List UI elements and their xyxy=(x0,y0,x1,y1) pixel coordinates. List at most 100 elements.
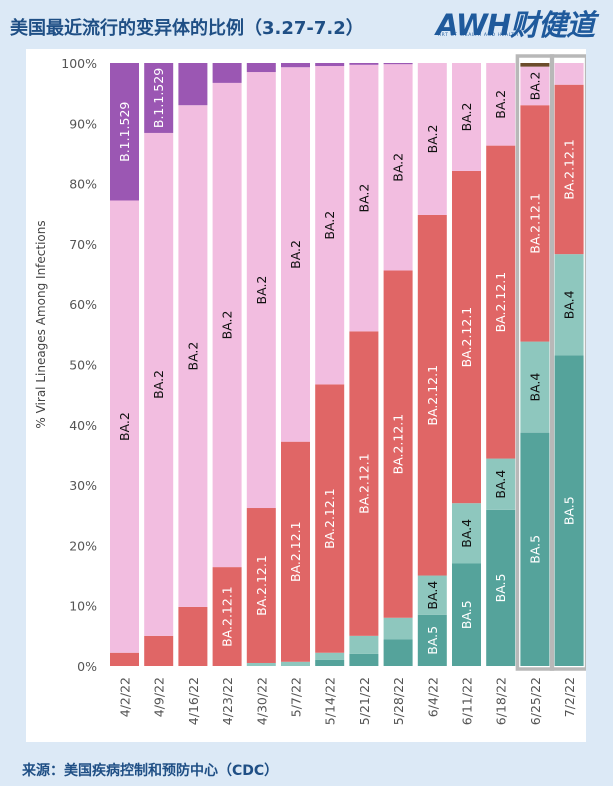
bar-label: B.1.1.529 xyxy=(151,68,166,128)
bar-label: BA.2 xyxy=(356,184,371,213)
x-tick-label: 4/2/22 xyxy=(118,677,133,717)
bar-segment xyxy=(315,66,345,385)
bar-segment xyxy=(144,132,174,636)
bar-segment xyxy=(246,662,276,666)
bar-label: BA.2.12.1 xyxy=(356,453,371,514)
bar-segment xyxy=(520,341,550,433)
bar-label: BA.5 xyxy=(493,573,508,602)
page-title: 美国最近流行的变异体的比例（3.27-7.2） xyxy=(10,18,364,39)
bar-segment xyxy=(417,614,447,666)
x-tick-label: 7/2/22 xyxy=(562,677,577,717)
bar-label: BA.2 xyxy=(151,370,166,399)
bar-label: BA.2.12.1 xyxy=(425,365,440,426)
bar-segment xyxy=(554,254,584,356)
brand-logo: AWH财健道 ART OF WEALTH AND HEALTH xyxy=(436,2,608,44)
x-tick-label: 6/25/22 xyxy=(528,677,543,725)
bar-segment xyxy=(417,575,447,615)
bar-segment xyxy=(452,563,481,666)
highlight-frame xyxy=(549,54,586,671)
bar-segment xyxy=(246,63,276,73)
bar-segment xyxy=(315,384,345,653)
bar-label: BA.2.12.1 xyxy=(459,307,474,368)
bar-label: BA.2 xyxy=(322,211,337,240)
bar-segment xyxy=(383,63,413,65)
bar-segment xyxy=(554,84,584,255)
bar-segment xyxy=(349,331,379,636)
bar-label: BA.2 xyxy=(527,71,542,100)
bar-label: BA.2.12.1 xyxy=(562,139,577,200)
bar-label: BA.2.12.1 xyxy=(288,521,303,582)
bar-segment xyxy=(178,105,208,607)
source-note: 来源：美国疾病控制和预防中心（CDC） xyxy=(22,763,279,779)
bar-label: BA.4 xyxy=(527,373,542,402)
bar-label: BA.4 xyxy=(493,470,508,499)
y-tick-label: 10% xyxy=(69,599,97,614)
bar-label: BA.4 xyxy=(459,519,474,548)
bar-segment xyxy=(486,145,516,459)
bar-label: BA.2 xyxy=(391,153,406,182)
bar-segment xyxy=(383,64,413,271)
y-axis-label: % Viral Lineages Among Infections xyxy=(34,220,48,428)
bar-label: BA.4 xyxy=(562,290,577,319)
y-tick-label: 80% xyxy=(69,177,97,192)
bar-label: BA.5 xyxy=(425,626,440,655)
bar-label: BA.2 xyxy=(117,412,132,441)
logo-text: AWH财健道 xyxy=(436,8,595,42)
bar-segment xyxy=(144,63,174,133)
bar-segment xyxy=(315,659,345,666)
x-tick-label: 5/21/22 xyxy=(357,677,372,725)
bar-segment xyxy=(281,67,310,442)
x-tick-label: 5/28/22 xyxy=(391,677,406,725)
y-tick-label: 60% xyxy=(69,297,97,312)
bar-segment xyxy=(417,63,447,215)
bar-segment xyxy=(178,63,208,106)
bar-label: BA.5 xyxy=(527,535,542,564)
bar-segment xyxy=(281,661,310,666)
bar-segment xyxy=(349,64,379,332)
y-tick-label: 50% xyxy=(69,358,97,373)
x-tick-label: 6/11/22 xyxy=(460,677,475,725)
bar-label: BA.2.12.1 xyxy=(391,414,406,475)
bar-label: BA.2 xyxy=(493,90,508,119)
bar-label: BA.5 xyxy=(562,496,577,525)
y-tick-label: 30% xyxy=(69,478,97,493)
bar-label: B.1.1.529 xyxy=(117,102,132,162)
bar-segment xyxy=(383,617,413,640)
bar-segment xyxy=(452,63,481,171)
bar-segment xyxy=(520,105,550,342)
bar-label: BA.2.12.1 xyxy=(220,586,235,647)
bar-segment xyxy=(486,509,516,666)
stacked-bar-chart: % Viral Lineages Among Infections 0% 10% 20… xyxy=(34,54,586,725)
x-tick-label: 6/4/22 xyxy=(425,677,440,717)
bar-segment xyxy=(486,63,516,146)
x-tick-label: 4/9/22 xyxy=(152,677,167,717)
bar-segment xyxy=(417,214,447,576)
y-tick-label: 90% xyxy=(69,116,97,131)
bar-segment xyxy=(554,63,584,85)
chart-panel: % Viral Lineages Among Infections 0% 10% 20… xyxy=(26,49,586,742)
bar-segment xyxy=(110,652,139,666)
bar-segment xyxy=(520,66,550,106)
bar-label: BA.5 xyxy=(459,600,474,629)
bar-segment xyxy=(246,72,276,509)
bar-segment xyxy=(383,270,413,618)
bar-label: BA.2.12.1 xyxy=(527,193,542,254)
bar-segment xyxy=(144,635,174,666)
bar-segment xyxy=(452,503,481,564)
x-tick-label: 5/7/22 xyxy=(289,677,304,717)
bar-label: BA.2.12.1 xyxy=(493,272,508,333)
bar-segment xyxy=(212,567,242,666)
bar-label: BA.2 xyxy=(459,103,474,132)
y-tick-label: 20% xyxy=(69,538,97,553)
x-tick-label: 4/16/22 xyxy=(186,677,201,725)
bar-segment-other xyxy=(520,63,550,67)
bar-label: BA.2.12.1 xyxy=(254,555,269,616)
bar-segment xyxy=(315,63,345,67)
bar-segment xyxy=(281,441,310,662)
bar-label: BA.2 xyxy=(288,240,303,269)
logo-subtitle: ART OF WEALTH AND HEALTH xyxy=(438,33,519,38)
bar-segment xyxy=(349,635,379,654)
bar-segment xyxy=(452,170,481,504)
bar-segment xyxy=(315,652,345,660)
bar-segment xyxy=(281,63,310,68)
